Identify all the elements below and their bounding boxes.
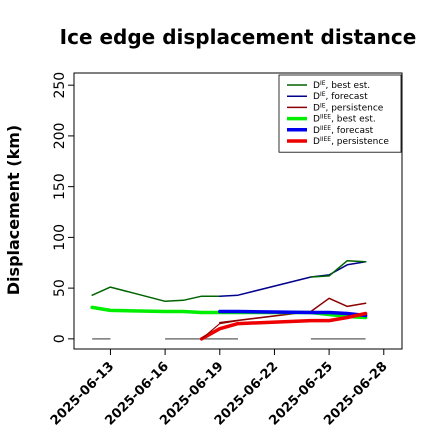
series-line: [90, 305, 368, 320]
y-tick-label: 0: [52, 334, 68, 343]
series-line: [219, 260, 367, 297]
series-line: [91, 286, 221, 303]
legend-label: DIE, forecast: [313, 91, 368, 102]
legend-label: DIIEE, persistence: [313, 136, 389, 147]
series-line: [219, 297, 367, 324]
y-axis-label: Displacement (km): [4, 125, 23, 295]
y-tick-label: 250: [52, 72, 68, 99]
y-tick-label: 150: [52, 173, 68, 200]
chart-title: Ice edge displacement distance: [60, 25, 417, 49]
series-line: [199, 311, 368, 341]
series-line: [201, 320, 239, 340]
legend-label: DIE, best est.: [313, 80, 370, 91]
y-tick-label: 50: [52, 279, 68, 297]
series-line: [218, 309, 368, 318]
series-line: [310, 259, 367, 278]
plot-frame: [73, 72, 403, 350]
legend-label: DIIEE, best est.: [313, 114, 376, 125]
legend-label: DIE, persistence: [313, 102, 384, 113]
y-tick-label: 200: [52, 123, 68, 150]
y-tick-label: 100: [52, 224, 68, 251]
legend-label: DIIEE, forecast: [313, 125, 374, 136]
